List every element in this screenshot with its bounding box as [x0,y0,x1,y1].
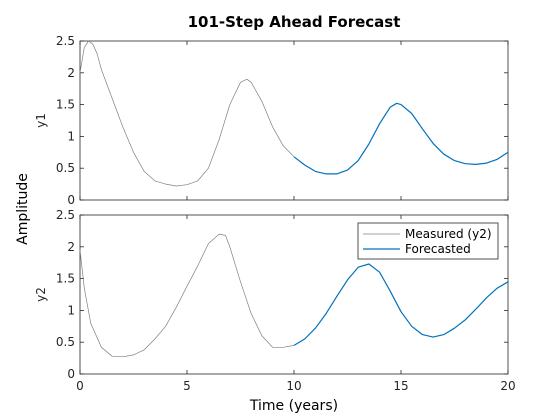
subplot-y-label: y2 [34,287,48,302]
y-tick-label: 1.5 [56,272,75,286]
legend-box [357,222,499,260]
subplot-y2: 0 0.5 1 1.5 2 2.5 0 5 10 15 20 y2 Measured (y2)Forec… [34,208,516,393]
chart-title: 101-Step Ahead Forecast [188,13,401,31]
legend-label: Measured (y2) [405,227,492,241]
subplot-y1: 0 0.5 1 1.5 2 2.5 y1 [34,34,509,207]
x-tick-label: 0 [76,379,84,393]
y-tick-label: 1 [67,303,75,317]
legend: Measured (y2)Forecasted [357,222,499,260]
series-line-forecast [293,102,509,175]
axes-box [79,40,509,201]
y-tick-label: 1 [67,129,75,143]
series-line-measured [79,233,295,358]
subplot-y-label: y1 [34,113,48,128]
y-tick-label: 0.5 [56,161,75,175]
y-tick-label: 1.5 [56,98,75,112]
x-tick-label: 5 [183,379,191,393]
x-tick-label: 10 [286,379,301,393]
y-tick-label: 2.5 [56,34,75,48]
x-tick-label: 15 [393,379,408,393]
y-tick-label: 0 [67,193,75,207]
y-tick-label: 2 [67,240,75,254]
series-line-forecast [293,263,509,346]
legend-label: Forecasted [405,242,471,256]
y-tick-label: 2.5 [56,208,75,222]
y-tick-label: 2 [67,66,75,80]
y-tick-label: 0 [67,367,75,381]
series-line-measured [79,40,295,187]
x-axis-label: Time (years) [249,398,338,414]
x-tick-label: 20 [500,379,515,393]
shared-y-axis-label: Amplitude [15,173,31,245]
y-tick-label: 0.5 [56,335,75,349]
